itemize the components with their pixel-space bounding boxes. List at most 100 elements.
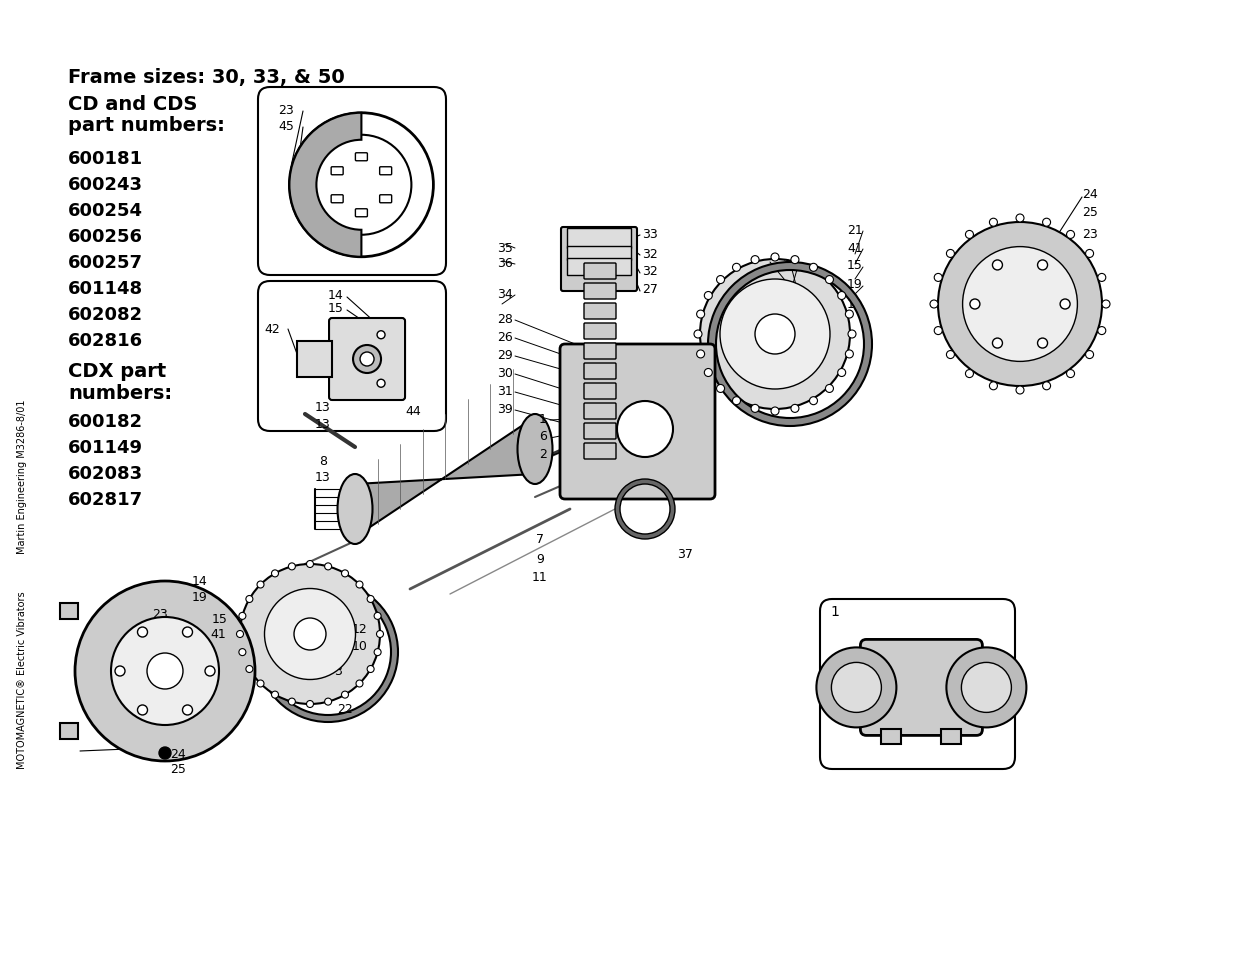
Text: 1: 1 — [831, 604, 840, 618]
Circle shape — [356, 680, 363, 687]
Text: 35: 35 — [496, 241, 513, 254]
Text: 600256: 600256 — [68, 228, 143, 246]
Circle shape — [1102, 301, 1110, 309]
Circle shape — [137, 627, 147, 638]
Circle shape — [147, 654, 183, 689]
Bar — [61, 603, 78, 619]
Text: 14: 14 — [193, 575, 207, 588]
Circle shape — [1060, 299, 1070, 310]
FancyBboxPatch shape — [329, 318, 405, 400]
Text: 24: 24 — [170, 748, 186, 760]
Text: 22: 22 — [337, 702, 353, 716]
FancyBboxPatch shape — [820, 599, 1015, 769]
Circle shape — [720, 280, 830, 390]
Circle shape — [257, 680, 264, 687]
Text: CD and CDS: CD and CDS — [68, 95, 198, 113]
Text: 44: 44 — [405, 405, 421, 418]
Ellipse shape — [337, 475, 373, 544]
Text: 21: 21 — [847, 223, 863, 236]
Circle shape — [272, 691, 279, 699]
Circle shape — [159, 747, 170, 760]
Text: 32: 32 — [642, 247, 658, 260]
FancyBboxPatch shape — [331, 168, 343, 175]
Circle shape — [716, 385, 725, 393]
Circle shape — [809, 397, 818, 405]
Text: 7: 7 — [536, 533, 543, 546]
Text: 13: 13 — [315, 471, 331, 484]
Text: 14: 14 — [329, 289, 343, 302]
Text: 6: 6 — [538, 430, 547, 443]
Text: 601149: 601149 — [68, 438, 143, 456]
Circle shape — [790, 405, 799, 413]
Circle shape — [183, 627, 193, 638]
Bar — [298, 341, 332, 377]
Circle shape — [356, 581, 363, 588]
Text: 13: 13 — [315, 401, 331, 414]
Text: 19: 19 — [193, 591, 207, 604]
Text: 9: 9 — [536, 553, 543, 566]
FancyBboxPatch shape — [584, 324, 616, 339]
Circle shape — [846, 311, 853, 318]
Text: 28: 28 — [496, 314, 513, 326]
Circle shape — [111, 618, 219, 725]
Circle shape — [1042, 382, 1051, 391]
Text: 25: 25 — [1082, 206, 1098, 219]
Circle shape — [989, 382, 998, 391]
Circle shape — [183, 705, 193, 715]
Circle shape — [848, 331, 856, 338]
Circle shape — [961, 662, 1011, 713]
Circle shape — [732, 264, 741, 272]
Circle shape — [264, 589, 356, 679]
Text: 33: 33 — [642, 227, 658, 240]
Circle shape — [289, 563, 295, 570]
Circle shape — [1016, 214, 1024, 223]
FancyBboxPatch shape — [559, 345, 715, 499]
Circle shape — [1086, 251, 1093, 258]
Circle shape — [1037, 338, 1047, 349]
Circle shape — [1067, 232, 1074, 239]
Circle shape — [704, 293, 713, 300]
Circle shape — [306, 700, 314, 708]
Text: 45: 45 — [278, 119, 294, 132]
Circle shape — [716, 276, 725, 284]
Circle shape — [377, 631, 384, 638]
Polygon shape — [354, 417, 535, 537]
Text: 13: 13 — [315, 418, 331, 431]
Circle shape — [205, 666, 215, 677]
Text: 15: 15 — [212, 613, 228, 626]
Text: 30: 30 — [496, 367, 513, 380]
Text: MOTOMAGNETIC® Electric Vibrators: MOTOMAGNETIC® Electric Vibrators — [17, 591, 27, 768]
Circle shape — [837, 293, 846, 300]
Text: 38: 38 — [792, 323, 808, 336]
Text: 23: 23 — [1082, 229, 1098, 241]
Text: 37: 37 — [677, 548, 693, 561]
Circle shape — [361, 353, 374, 367]
Text: 3: 3 — [785, 288, 794, 301]
Text: 21: 21 — [177, 635, 193, 648]
Bar — [882, 730, 902, 744]
Circle shape — [374, 649, 382, 656]
FancyBboxPatch shape — [567, 258, 631, 275]
Text: part numbers:: part numbers: — [68, 116, 225, 135]
Circle shape — [342, 691, 348, 699]
FancyBboxPatch shape — [356, 153, 367, 162]
Circle shape — [837, 369, 846, 377]
Circle shape — [755, 314, 795, 355]
Circle shape — [115, 666, 125, 677]
Text: 41: 41 — [210, 628, 226, 640]
Circle shape — [993, 338, 1003, 349]
Text: 36: 36 — [498, 257, 513, 271]
Text: 25: 25 — [170, 762, 186, 776]
FancyBboxPatch shape — [356, 210, 367, 217]
Circle shape — [846, 351, 853, 358]
Text: 14: 14 — [847, 298, 863, 312]
Text: 3: 3 — [333, 665, 342, 678]
Circle shape — [771, 408, 779, 416]
FancyBboxPatch shape — [584, 344, 616, 359]
Circle shape — [993, 261, 1003, 271]
Circle shape — [825, 385, 834, 393]
Circle shape — [1067, 370, 1074, 378]
Circle shape — [946, 648, 1026, 728]
Circle shape — [790, 256, 799, 264]
Text: 600243: 600243 — [68, 175, 143, 193]
